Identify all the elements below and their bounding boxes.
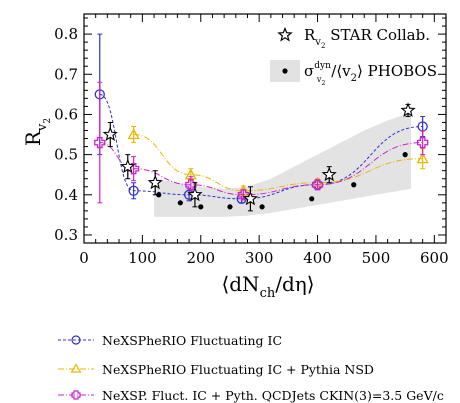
x-tick-label: 500 <box>362 249 391 267</box>
data-point-cross <box>311 179 324 191</box>
data-point-dot <box>402 152 408 158</box>
data-point-cross <box>94 136 106 149</box>
legend-label-nsd: NeXSPheRIO Fluctuating IC + Pythia NSD <box>102 362 374 377</box>
data-point-dot <box>259 204 265 210</box>
legend-marker-circle <box>71 335 81 345</box>
data-point-dot <box>156 192 162 198</box>
legend-entry-nexspherio-ic: NeXSPheRIO Fluctuating IC <box>58 333 282 348</box>
legend-entry-nexsp-qcd: NeXSP. Fluct. IC + Pyth. QCDJets CKIN(3)… <box>58 388 444 403</box>
series-star <box>102 102 416 212</box>
y-tick-label: 0.3 <box>54 226 78 244</box>
plot-frame <box>83 13 447 244</box>
series-layer <box>94 33 429 212</box>
legend-phobos-dot <box>282 68 288 74</box>
x-tick-label: 0 <box>79 249 89 267</box>
data-point-dot <box>198 204 204 210</box>
data-point-cross <box>416 136 429 149</box>
legend-marker-triangle <box>70 363 82 373</box>
legend-top: Rv2 STAR Collab. σdyn v2/⟨v2⟩ PHOBOS <box>270 26 437 87</box>
legend-phobos-label: σdyn v2/⟨v2⟩ PHOBOS <box>304 61 437 87</box>
series-phobos <box>156 152 408 210</box>
x-tick-label: 200 <box>186 249 215 267</box>
legend-entry-phobos: σdyn v2/⟨v2⟩ PHOBOS <box>270 60 437 87</box>
legend-star-marker <box>277 26 293 42</box>
x-tick-label: 100 <box>128 249 157 267</box>
data-point-dot <box>351 182 357 188</box>
x-axis-label: ⟨dNch/dη⟩ <box>221 272 314 301</box>
phobos-band-layer <box>154 112 411 217</box>
y-tick-label: 0.5 <box>54 146 78 164</box>
data-point-dot <box>309 196 315 202</box>
y-axis-label: Rv2 <box>21 118 53 146</box>
data-point-star <box>120 158 136 174</box>
legend-marker-cross <box>71 390 81 400</box>
x-tick-label: 300 <box>245 249 274 267</box>
data-point-cross <box>237 189 250 201</box>
data-point-triangle <box>416 152 429 164</box>
data-point-circle <box>128 185 139 196</box>
y-tick-label: 0.7 <box>54 65 78 83</box>
legend-star-label: Rv2 STAR Collab. <box>304 26 430 50</box>
x-tick-label: 600 <box>420 249 449 267</box>
data-point-star <box>321 166 337 182</box>
data-point-star <box>242 190 259 206</box>
phobos-systematic-band <box>154 112 411 217</box>
legend-label-ic: NeXSPheRIO Fluctuating IC <box>102 333 282 348</box>
legend-bottom: NeXSPheRIO Fluctuating IC NeXSPheRIO Flu… <box>58 333 444 403</box>
axes-layer: 0 100 200 300 400 500 600 0.3 0.4 0.5 0.6 0.7 0.8 <box>54 13 449 267</box>
x-tick-label: 400 <box>303 249 332 267</box>
data-point-dot <box>227 204 233 210</box>
series-line-nexspherio-ic <box>99 93 423 200</box>
data-point-star <box>187 186 203 202</box>
legend-entry-star: Rv2 STAR Collab. <box>277 26 430 50</box>
series-nexsp-qcd <box>94 81 429 204</box>
data-point-dot <box>177 200 183 206</box>
data-point-star <box>102 126 118 142</box>
legend-entry-nexspherio-nsd: NeXSPheRIO Fluctuating IC + Pythia NSD <box>58 362 374 377</box>
data-point-star <box>400 102 416 117</box>
y-tick-label: 0.4 <box>54 186 78 204</box>
data-point-triangle <box>127 128 140 140</box>
y-tick-label: 0.6 <box>54 105 78 123</box>
legend-label-qcd: NeXSP. Fluct. IC + Pyth. QCDJets CKIN(3)… <box>102 388 444 403</box>
data-point-star <box>147 174 163 190</box>
y-tick-label: 0.8 <box>54 25 78 43</box>
series-line-nexspherio-nsd <box>133 134 423 192</box>
